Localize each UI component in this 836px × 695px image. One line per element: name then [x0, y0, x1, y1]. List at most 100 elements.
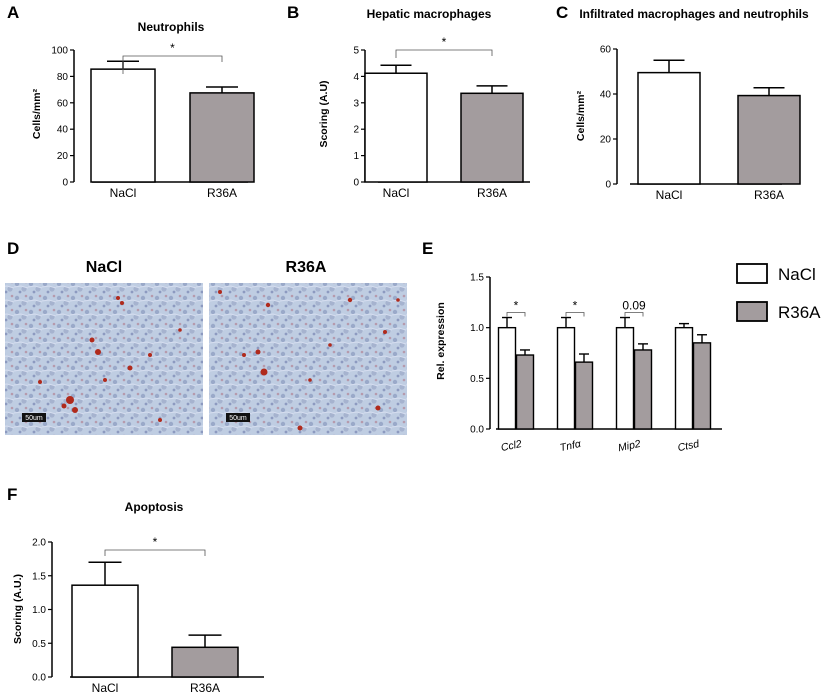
- significance-label: *: [514, 299, 519, 313]
- y-tick-label: 100: [51, 46, 68, 57]
- y-tick-label: 1.0: [470, 323, 484, 334]
- significance-bracket: [624, 312, 644, 317]
- significance-label: *: [442, 35, 447, 49]
- y-tick-label: 0: [605, 180, 611, 191]
- legend-label: NaCl: [778, 265, 816, 284]
- x-tick-label: R36A: [207, 186, 237, 200]
- y-tick-label: 40: [600, 90, 612, 101]
- y-tick-label: 0.5: [32, 639, 46, 650]
- stain-spot: [38, 380, 42, 384]
- significance-label: *: [170, 41, 175, 55]
- panel-letter-f: F: [7, 485, 17, 504]
- significance-bracket: [395, 49, 493, 58]
- micrograph-r36a: [209, 283, 407, 435]
- y-tick-label: 0.0: [32, 673, 46, 684]
- stain-spot: [383, 330, 387, 334]
- stain-spots: [26, 290, 400, 431]
- micrograph-title-r36a: R36A: [286, 259, 327, 276]
- significance-bracket: [104, 549, 206, 556]
- y-tick-label: 80: [57, 72, 69, 83]
- x-tick-label: R36A: [190, 681, 220, 695]
- bar: [71, 584, 139, 678]
- panel-letter-a: A: [7, 3, 19, 22]
- stain-spot: [103, 378, 107, 382]
- panel-letter-e: E: [422, 239, 433, 258]
- bar: [674, 326, 694, 430]
- y-axis-label: Cells/mm²: [31, 88, 43, 139]
- y-tick-label: 1.5: [470, 273, 484, 284]
- stain-spot: [116, 296, 120, 300]
- legend-swatch: [736, 301, 768, 322]
- x-tick-label: R36A: [754, 188, 784, 202]
- chart-title: Hepatic macrophages: [367, 7, 492, 21]
- y-tick-label: 20: [57, 151, 69, 162]
- chart-title: Neutrophils: [138, 20, 205, 34]
- stain-spot: [396, 298, 400, 302]
- y-tick-label: 2: [353, 125, 359, 136]
- chart-title: Infiltrated macrophages and neutrophils: [579, 7, 809, 21]
- x-tick-label: Tnfα: [559, 438, 583, 454]
- stain-spot: [242, 353, 246, 357]
- stain-spot: [265, 302, 271, 308]
- y-axis-label: Scoring (A.U): [318, 80, 330, 147]
- bar: [556, 326, 576, 430]
- scale-bar-r36a: [226, 413, 250, 422]
- y-tick-label: 1.0: [32, 605, 46, 616]
- y-tick-label: 0: [62, 178, 68, 189]
- bar: [90, 68, 156, 183]
- x-tick-label: Ctsd: [677, 438, 702, 454]
- scale-bar-nacl: [22, 413, 46, 422]
- y-tick-label: 1.5: [32, 571, 46, 582]
- panel-letter-c: C: [556, 3, 568, 22]
- y-tick-label: 20: [600, 135, 612, 146]
- scale-bar-label-nacl: 50um: [25, 415, 43, 422]
- bar: [171, 646, 239, 678]
- bar: [637, 71, 701, 185]
- stain-spot: [297, 425, 303, 431]
- y-tick-label: 4: [353, 72, 359, 83]
- significance-label: *: [573, 299, 578, 313]
- micrograph-nacl: [5, 283, 203, 435]
- y-tick-label: 60: [600, 45, 612, 56]
- stain-spot: [66, 396, 74, 404]
- bar: [515, 354, 535, 430]
- x-tick-label: Mip2: [617, 438, 642, 455]
- significance-bracket: [565, 312, 585, 317]
- y-tick-label: 60: [57, 98, 69, 109]
- y-tick-label: 0: [353, 178, 359, 189]
- bar: [189, 92, 255, 183]
- chart-hepatic-macrophages: Hepatic macrophages Scoring (A.U) 0 1 2 3 4 5 Na…: [318, 7, 530, 200]
- stain-spot: [328, 343, 332, 347]
- stain-spot: [260, 368, 268, 376]
- stain-spot: [89, 337, 95, 343]
- chart-infiltrated-cells: Infiltrated macrophages and neutrophils C…: [575, 7, 809, 202]
- bar: [615, 326, 635, 430]
- stain-spot: [375, 405, 381, 411]
- significance-bracket: [506, 312, 526, 317]
- stain-spot: [95, 349, 101, 355]
- y-axis-label: Scoring (A.U.): [12, 574, 24, 644]
- y-tick-label: 3: [353, 98, 359, 109]
- y-tick-label: 2.0: [32, 538, 46, 549]
- bar: [633, 349, 653, 430]
- x-tick-label: NaCl: [110, 186, 137, 200]
- x-tick-label: Ccl2: [500, 438, 523, 454]
- bar: [497, 326, 517, 430]
- stain-spot: [120, 301, 124, 305]
- stain-spot: [308, 378, 312, 382]
- stain-spot: [72, 407, 78, 413]
- chart-rel-expression: Rel. expression 0.0 0.5 1.0 1.5 Ccl2 Tnfα Mip2 C…: [435, 263, 821, 455]
- stain-spot: [178, 328, 182, 332]
- stain-spot: [61, 403, 67, 409]
- bar: [574, 361, 594, 430]
- legend-swatch: [736, 263, 768, 284]
- micrograph-title-nacl: NaCl: [86, 259, 122, 276]
- significance-bracket: [122, 55, 223, 74]
- x-tick-label: NaCl: [383, 186, 410, 200]
- y-tick-label: 1: [353, 151, 359, 162]
- bar: [460, 92, 524, 183]
- y-tick-label: 0.5: [470, 374, 484, 385]
- scale-bar-label-r36a: 50um: [229, 415, 247, 422]
- y-tick-label: 5: [353, 46, 359, 57]
